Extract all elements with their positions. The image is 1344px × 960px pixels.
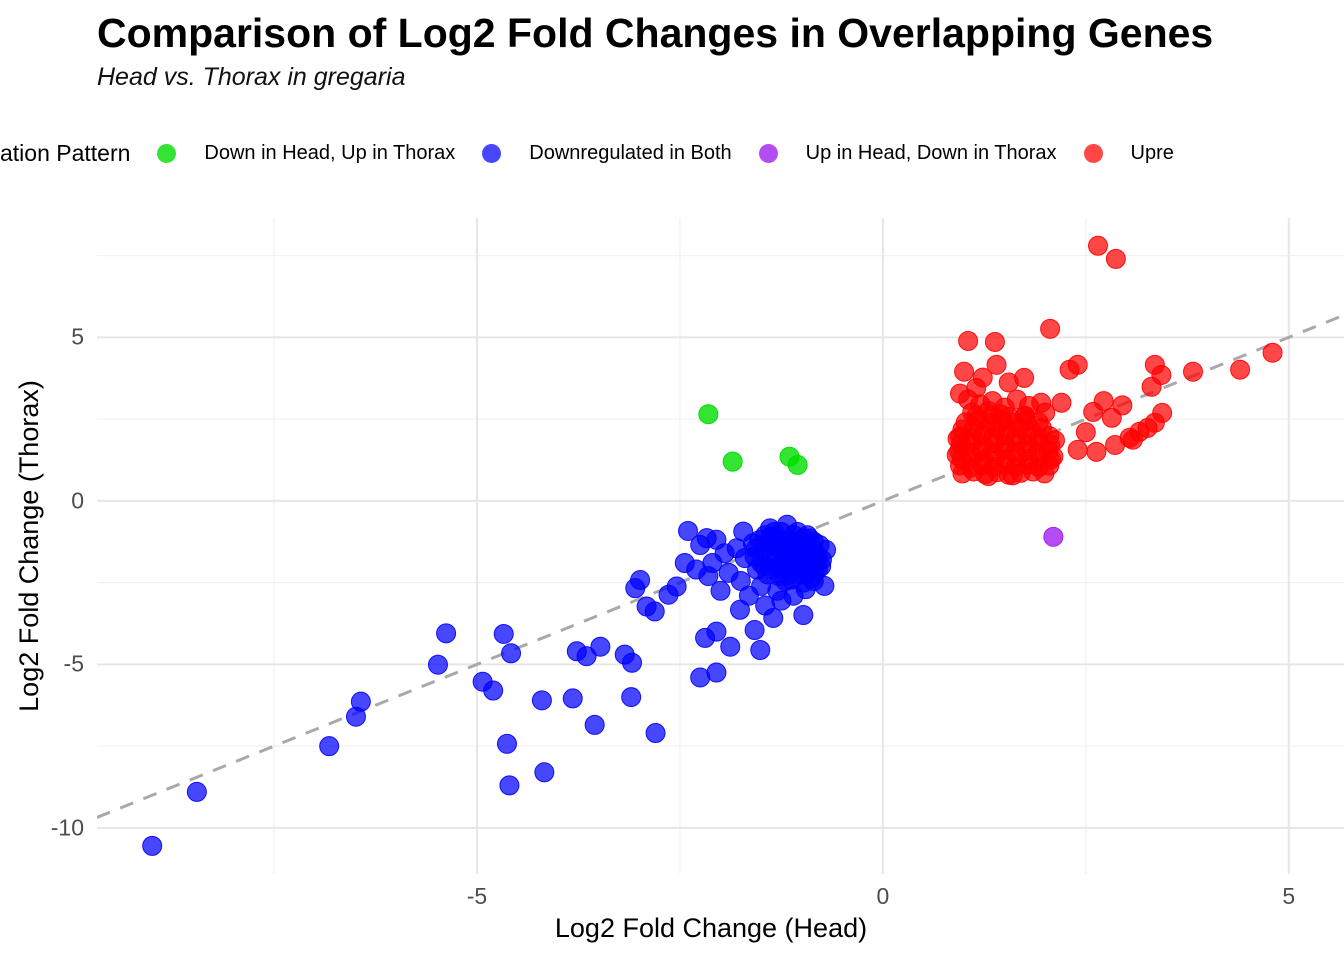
data-point-series-1	[793, 605, 814, 626]
data-point-series-3	[1040, 318, 1061, 339]
data-point-series-3	[1141, 376, 1162, 397]
data-point-series-3	[978, 466, 999, 487]
data-point-series-1	[678, 520, 699, 541]
data-point-series-1	[744, 546, 765, 567]
data-point-series-3	[1014, 405, 1035, 426]
legend: ation Pattern Down in Head, Up in Thorax…	[0, 137, 1344, 169]
data-point-series-1	[744, 620, 765, 641]
data-point-series-1	[809, 535, 830, 556]
data-point-series-1	[625, 578, 646, 599]
legend-swatch-icon	[482, 143, 502, 163]
y-tick-label: 0	[71, 487, 84, 514]
data-point-series-3	[1230, 359, 1251, 380]
legend-swatch-icon	[1083, 143, 1103, 163]
data-point-series-1	[788, 531, 809, 552]
y-tick-label: -5	[63, 650, 84, 677]
data-point-series-0	[722, 451, 743, 472]
data-point-series-1	[499, 775, 520, 796]
x-tick-label: 0	[876, 883, 890, 909]
data-point-series-3	[1002, 465, 1023, 486]
data-point-series-3	[1051, 392, 1072, 413]
legend-swatch-icon	[157, 143, 177, 163]
legend-title: ation Pattern	[0, 139, 131, 166]
data-point-series-1	[690, 667, 711, 688]
data-point-series-1	[534, 762, 555, 783]
y-axis-title: Log2 Fold Change (Thorax)	[13, 380, 44, 712]
data-point-series-1	[576, 646, 597, 667]
legend-item-1: Downregulated in Both	[482, 141, 732, 165]
data-point-series-1	[710, 580, 731, 601]
legend-label: Downregulated in Both	[529, 141, 732, 164]
x-axis-title: Log2 Fold Change (Head)	[554, 913, 868, 943]
data-point-series-1	[686, 559, 707, 580]
data-point-series-1	[186, 781, 207, 802]
data-point-series-3	[954, 361, 975, 382]
data-point-series-1	[811, 556, 832, 577]
data-point-series-1	[496, 733, 517, 754]
data-point-series-1	[695, 627, 716, 648]
data-point-series-3	[1182, 361, 1203, 382]
legend-item-2: Up in Head, Down in Thorax	[758, 141, 1057, 165]
data-point-series-1	[531, 690, 552, 711]
data-point-series-1	[350, 691, 371, 712]
data-point-series-3	[947, 428, 968, 449]
data-point-series-3	[958, 330, 979, 351]
x-tick-label: -5	[466, 883, 488, 909]
data-point-series-3	[1086, 441, 1107, 462]
legend-label: Upre	[1130, 141, 1174, 164]
data-point-series-3	[984, 331, 1005, 352]
y-tick-label: 5	[71, 323, 84, 350]
data-point-series-3	[1067, 354, 1088, 375]
data-point-series-1	[738, 585, 759, 606]
data-point-series-1	[750, 639, 771, 660]
data-point-series-1	[562, 688, 583, 709]
data-point-series-1	[690, 535, 711, 556]
y-tick-label: -10	[50, 814, 84, 841]
data-point-series-1	[436, 623, 457, 644]
data-point-series-3	[1129, 421, 1150, 442]
data-point-series-1	[590, 636, 611, 657]
data-point-series-1	[755, 595, 776, 616]
data-point-series-1	[764, 521, 785, 542]
data-point-series-1	[427, 654, 448, 675]
data-point-series-3	[998, 372, 1019, 393]
data-point-series-1	[720, 636, 741, 657]
legend-item-0: Down in Head, Up in Thorax	[157, 142, 455, 165]
data-point-series-3	[1044, 430, 1065, 451]
data-point-series-1	[793, 572, 814, 593]
data-point-series-1	[483, 680, 504, 701]
data-point-series-3	[1075, 422, 1096, 443]
data-point-series-1	[142, 835, 163, 856]
data-point-series-1	[622, 652, 643, 673]
page-subtitle: Head vs. Thorax in gregaria	[97, 63, 406, 91]
page-title: Comparison of Log2 Fold Changes in Overl…	[97, 10, 1214, 56]
data-point-series-1	[493, 623, 514, 644]
data-point-series-1	[621, 687, 642, 708]
data-point-series-1	[729, 599, 750, 620]
legend-label: Up in Head, Down in Thorax	[805, 141, 1057, 164]
data-point-series-3	[986, 354, 1007, 375]
legend-swatch-icon	[758, 143, 778, 163]
data-point-series-1	[584, 714, 605, 735]
x-tick-label: 5	[1282, 883, 1296, 909]
data-point-series-3	[1105, 248, 1126, 269]
legend-label: Down in Head, Up in Thorax	[204, 141, 456, 164]
data-point-series-1	[319, 736, 340, 757]
data-point-series-3	[1105, 434, 1126, 455]
legend-item-3: Upre	[1083, 141, 1174, 165]
data-point-series-1	[501, 643, 522, 664]
data-point-series-1	[644, 601, 665, 622]
data-point-series-3	[1112, 395, 1133, 416]
data-point-series-2	[1043, 526, 1064, 547]
data-point-series-0	[787, 454, 808, 475]
plot-panel	[97, 218, 1344, 874]
data-point-series-3	[1067, 439, 1088, 460]
data-point-series-3	[1093, 391, 1114, 412]
data-point-series-1	[645, 723, 666, 744]
data-point-series-1	[658, 584, 679, 605]
data-point-series-3	[1088, 235, 1109, 256]
data-point-series-3	[1262, 342, 1283, 363]
data-point-series-0	[698, 404, 719, 425]
